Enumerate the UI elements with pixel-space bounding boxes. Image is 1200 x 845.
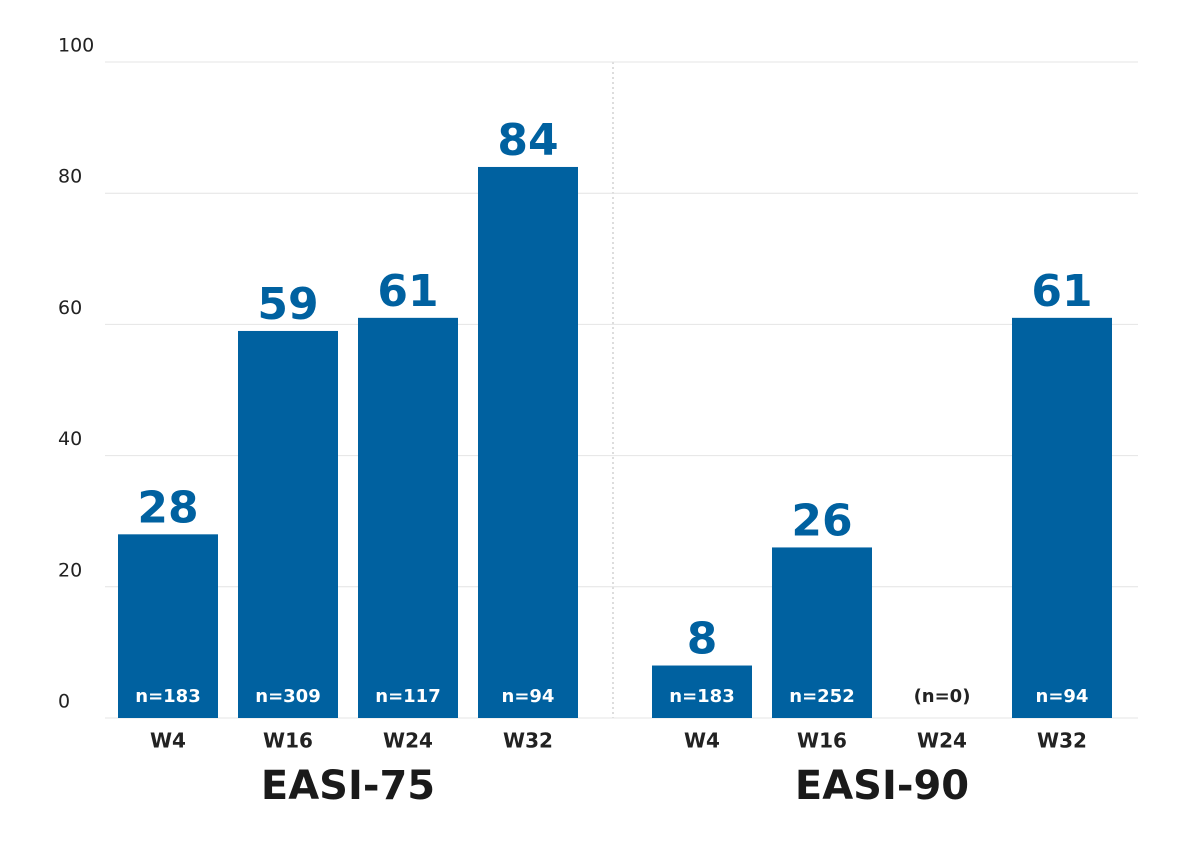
sample-size-label: n=252 (789, 686, 854, 707)
y-tick-label: 0 (58, 691, 70, 713)
group-title: EASI-75 (261, 763, 435, 809)
value-label: 8 (687, 614, 718, 665)
sample-size-label: n=183 (669, 686, 734, 707)
bar (238, 330, 338, 718)
x-tick-label: W24 (383, 729, 433, 753)
value-label: 84 (497, 115, 558, 166)
x-tick-label: W16 (797, 729, 847, 753)
x-tick-label: W32 (1037, 729, 1087, 753)
y-tick-label: 40 (58, 428, 82, 450)
sample-size-label: n=94 (502, 686, 555, 707)
x-tick-label: W32 (503, 729, 553, 753)
y-tick-label: 80 (58, 166, 82, 188)
y-tick-label: 60 (58, 297, 82, 319)
bar (652, 665, 752, 718)
bar (118, 534, 218, 718)
x-tick-label: W4 (150, 729, 186, 753)
value-label: 61 (377, 266, 438, 317)
sample-size-label: n=94 (1036, 686, 1089, 707)
x-tick-label: W24 (917, 729, 967, 753)
bar (1012, 317, 1112, 718)
bar (358, 317, 458, 718)
bar (478, 166, 578, 718)
sample-size-label: n=117 (375, 686, 440, 707)
x-tick-label: W4 (684, 729, 720, 753)
value-label: 28 (137, 482, 198, 533)
sample-size-label: n=309 (255, 686, 320, 707)
sample-size-label: (n=0) (914, 686, 971, 707)
y-tick-label: 20 (58, 559, 82, 581)
sample-size-label: n=183 (135, 686, 200, 707)
y-tick-label: 100 (58, 35, 94, 57)
bar (772, 547, 872, 718)
value-label: 59 (257, 279, 318, 330)
group-title: EASI-90 (795, 763, 969, 809)
value-label: 61 (1031, 266, 1092, 317)
value-label: 26 (791, 495, 852, 546)
x-tick-label: W16 (263, 729, 313, 753)
